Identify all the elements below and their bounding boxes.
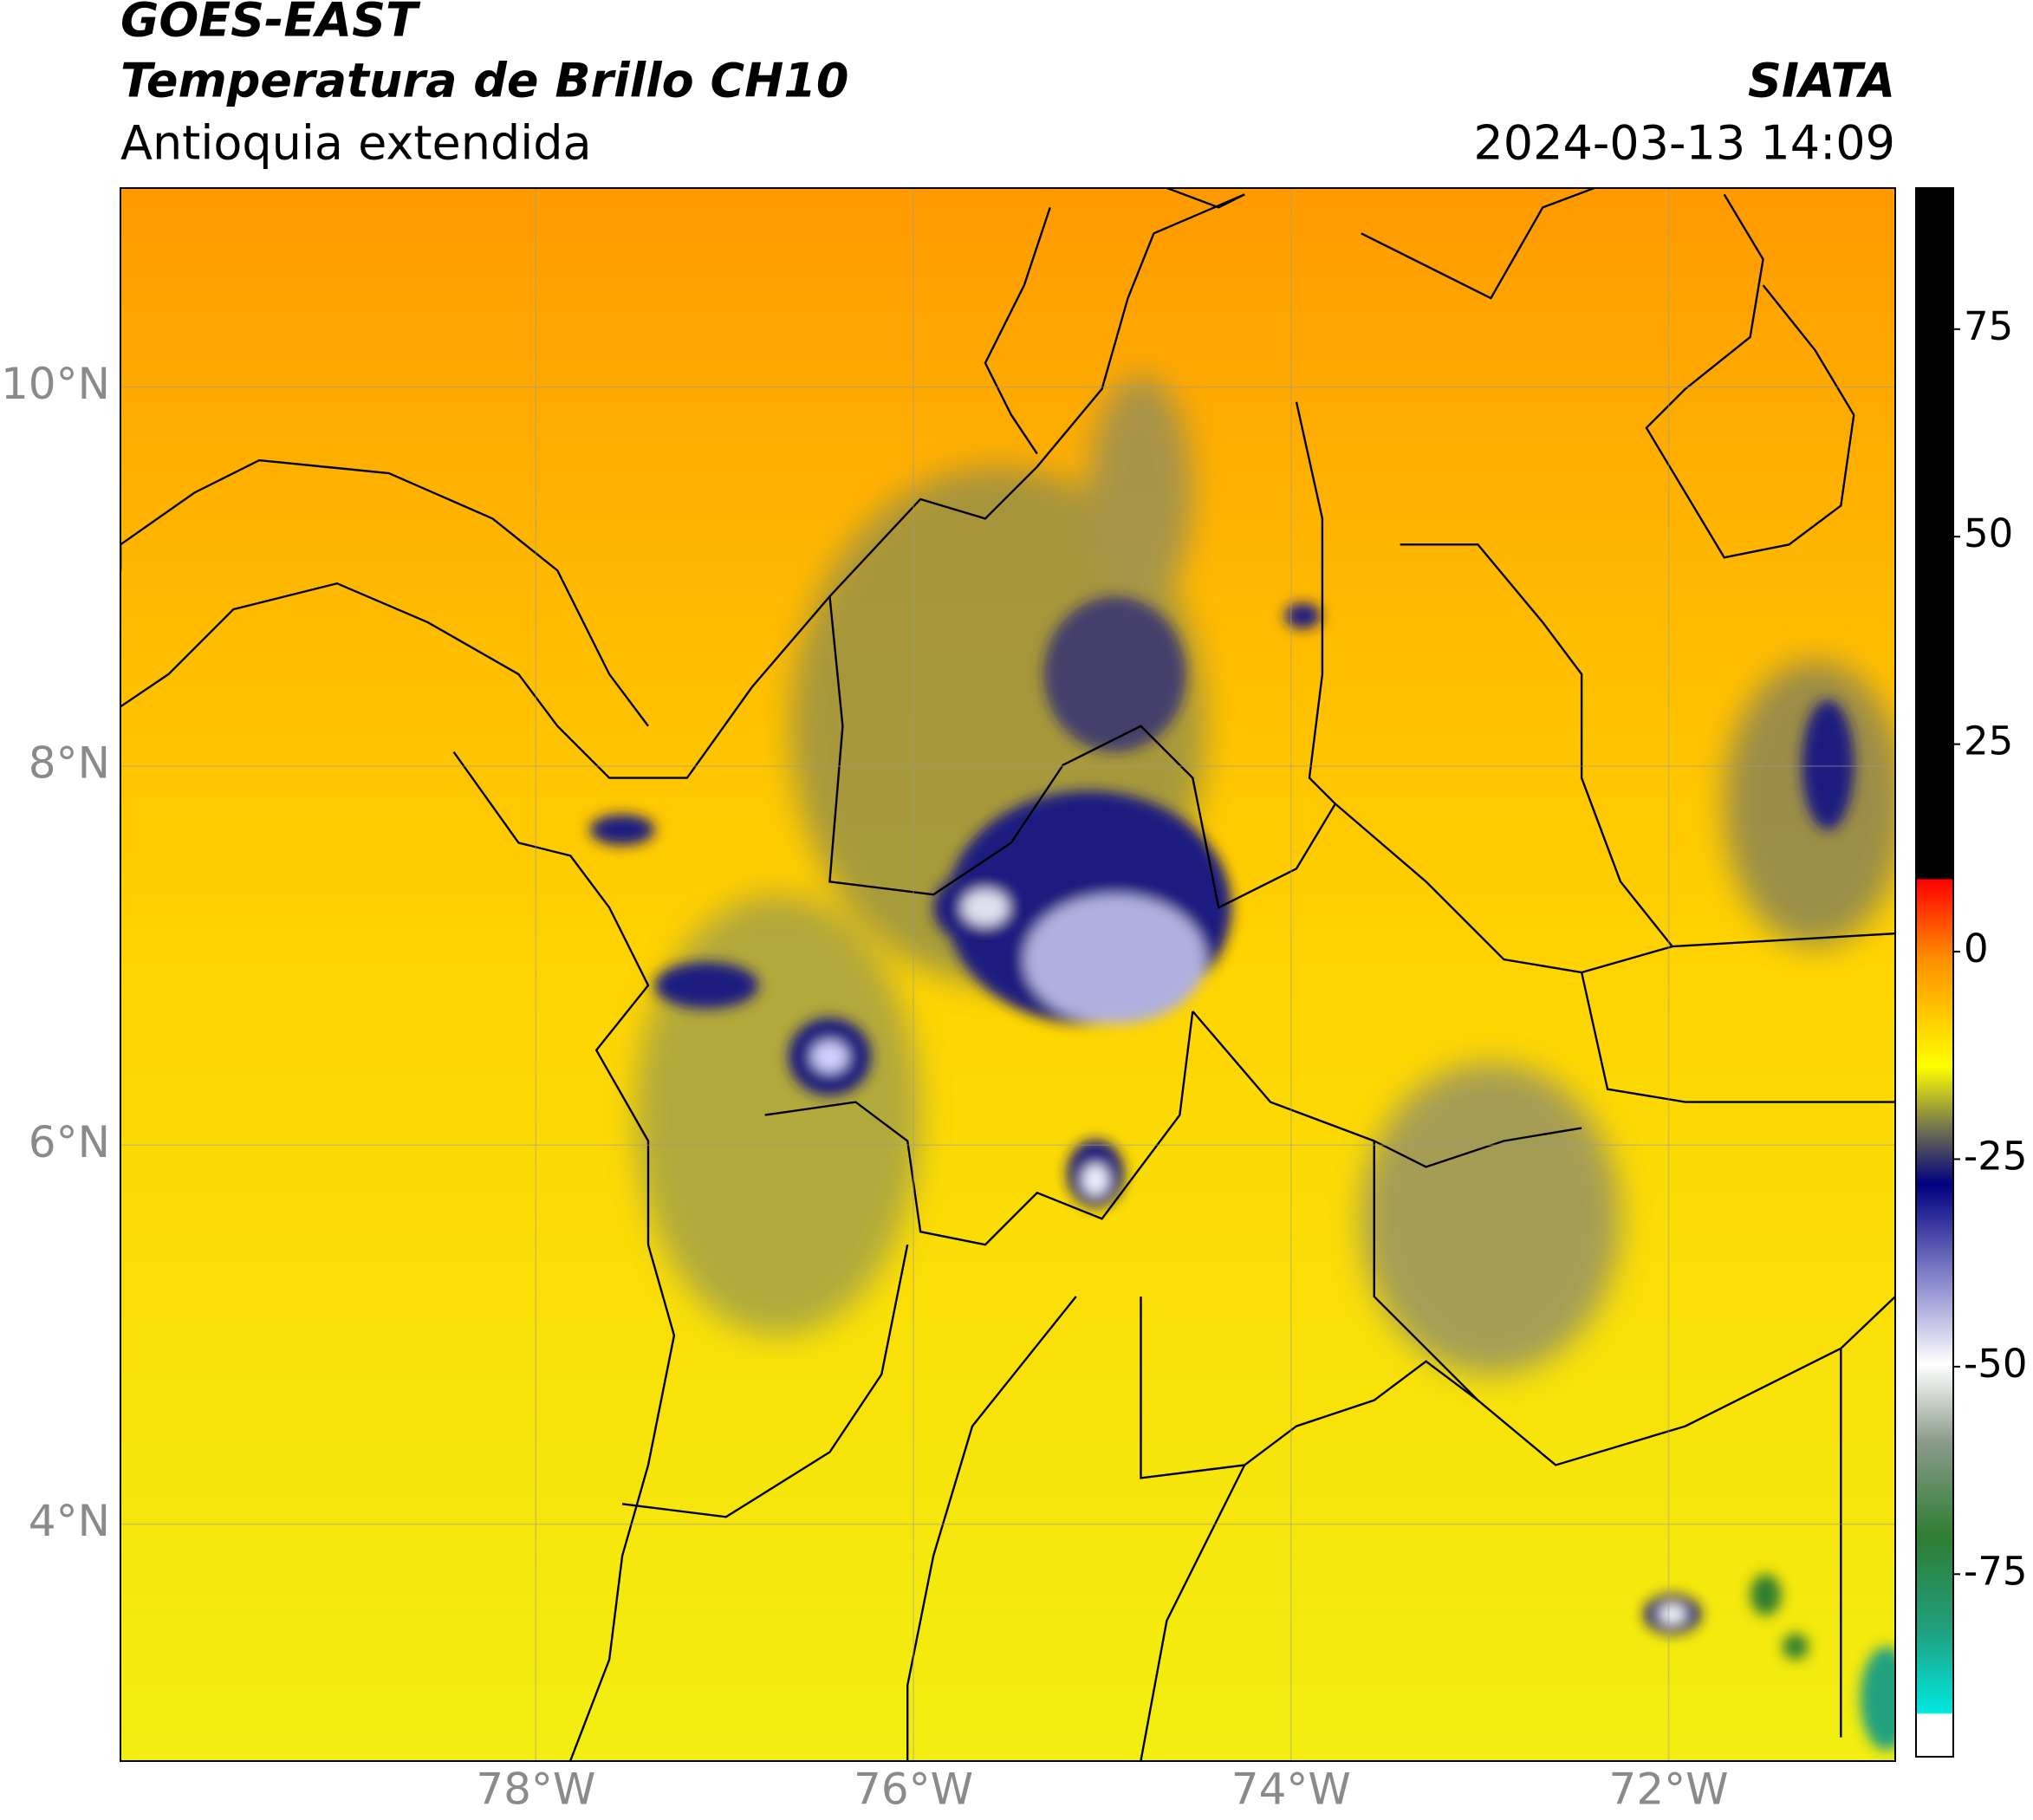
datetime: 2024-03-13 14:09 <box>1473 116 1895 171</box>
colorbar-tick-label: 25 <box>1964 718 2013 764</box>
x-tick-label: 74°W <box>1231 1765 1351 1815</box>
colorbar-tick-label: -50 <box>1964 1341 2028 1387</box>
grid <box>120 188 1895 1761</box>
colorbar-tick-label: -25 <box>1964 1133 2028 1179</box>
colorbar-tick-label: 0 <box>1964 926 1989 972</box>
x-tick-label: 78°W <box>476 1765 595 1815</box>
map-image <box>120 188 1895 1761</box>
region: Antioquia extendida <box>120 116 592 171</box>
source: SIATA <box>1748 54 1895 108</box>
y-tick-label: 8°N <box>29 738 110 788</box>
colorbar-tick-label: -75 <box>1964 1548 2028 1594</box>
map-frame <box>120 187 1896 1762</box>
y-tick-label: 10°N <box>1 359 110 409</box>
x-tick-label: 76°W <box>854 1765 973 1815</box>
colorbar <box>1915 187 1954 1758</box>
colorbar-tick-label: 75 <box>1964 303 2013 349</box>
y-tick-label: 4°N <box>29 1496 110 1546</box>
x-tick-label: 72°W <box>1609 1765 1729 1815</box>
colorbar-tick-label: 50 <box>1964 510 2013 556</box>
subtitle: Temperatura de Brillo CH10 <box>120 54 849 108</box>
y-tick-label: 6°N <box>29 1117 110 1167</box>
title: GOES-EAST <box>120 0 421 48</box>
